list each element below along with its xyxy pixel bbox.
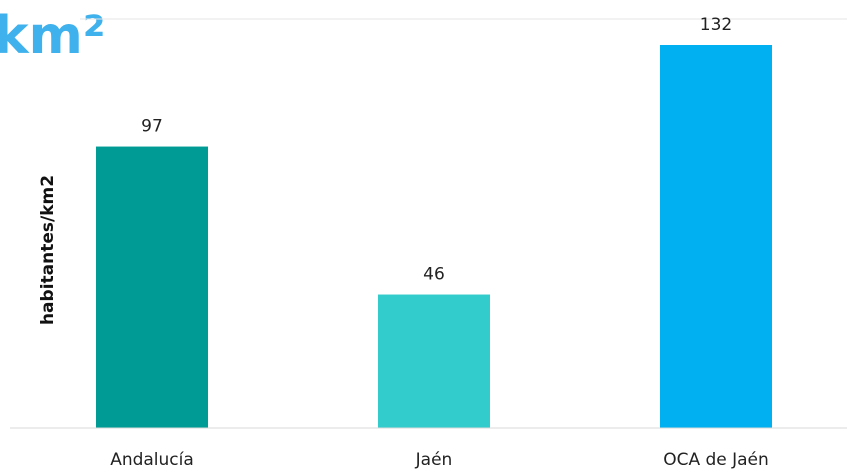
bar-2 xyxy=(660,45,772,428)
bars-layer xyxy=(96,45,772,428)
x-tick-label-0: Andalucía xyxy=(110,450,194,470)
x-tick-labels-layer: Andalucía Jaén OCA de Jaén xyxy=(110,450,769,470)
data-label-1: 46 xyxy=(423,265,445,285)
x-tick-label-2: OCA de Jaén xyxy=(663,450,769,470)
data-label-0: 97 xyxy=(141,117,163,137)
data-labels-layer: 97 46 132 xyxy=(141,15,732,285)
bar-1 xyxy=(378,294,490,428)
x-tick-label-1: Jaén xyxy=(415,450,453,470)
bar-0 xyxy=(96,146,208,428)
data-label-2: 132 xyxy=(700,15,732,35)
